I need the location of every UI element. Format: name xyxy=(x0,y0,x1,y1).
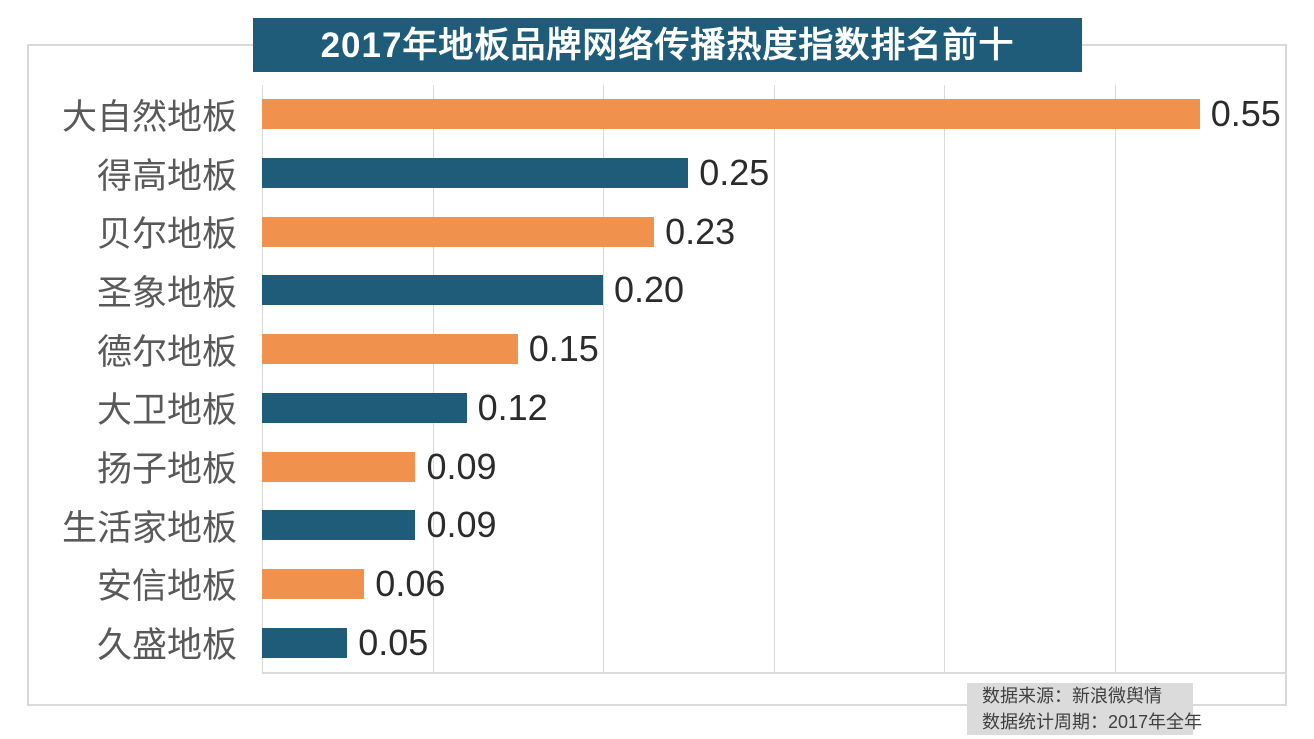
bar xyxy=(262,451,416,482)
value-label: 0.25 xyxy=(699,152,770,194)
bar-rows: 大自然地板 0.55 得高地板 0.25 贝尔地板 0.23 圣象地板 0.20… xyxy=(0,85,1314,672)
source-note: 数据来源：新浪微舆情 数据统计周期：2017年全年 xyxy=(967,683,1203,735)
value-label: 0.05 xyxy=(358,621,429,663)
value-label: 0.09 xyxy=(426,445,497,487)
plot-area xyxy=(262,85,1286,674)
bar-row: 生活家地板 0.09 xyxy=(0,496,1314,555)
bar-row: 久盛地板 0.05 xyxy=(0,613,1314,672)
gridline xyxy=(944,85,945,672)
source-line-2: 数据统计周期：2017年全年 xyxy=(982,712,1203,732)
bar xyxy=(262,216,655,247)
category-label: 大卫地板 xyxy=(96,391,237,431)
gridline xyxy=(1114,85,1116,672)
bar-zone: 0.09 xyxy=(262,496,1285,555)
gridline xyxy=(773,85,775,672)
category-label: 安信地板 xyxy=(96,567,237,607)
bar-row: 扬子地板 0.09 xyxy=(0,437,1314,496)
category-label: 生活家地板 xyxy=(61,508,237,548)
bar-zone: 0.55 xyxy=(262,85,1285,144)
bar-row: 大自然地板 0.55 xyxy=(0,85,1314,144)
category-label: 得高地板 xyxy=(96,156,237,196)
category-label: 大自然地板 xyxy=(61,97,237,137)
value-label: 0.23 xyxy=(665,210,736,252)
bar xyxy=(262,627,348,658)
gridline xyxy=(603,85,604,672)
bar xyxy=(262,99,1200,130)
value-label: 0.12 xyxy=(477,386,548,428)
value-label: 0.15 xyxy=(528,328,599,370)
gridline xyxy=(1285,85,1286,672)
bar-zone: 0.25 xyxy=(262,144,1285,203)
chart-title: 2017年地板品牌网络传播热度指数排名前十 xyxy=(253,18,1082,72)
category-label: 德尔地板 xyxy=(96,332,237,372)
value-label: 0.55 xyxy=(1210,93,1281,135)
source-line-1: 数据来源：新浪微舆情 xyxy=(982,686,1162,706)
bar-zone: 0.23 xyxy=(262,202,1285,261)
bar-row: 大卫地板 0.12 xyxy=(0,379,1314,438)
bar-zone: 0.15 xyxy=(262,320,1285,379)
bar-zone: 0.09 xyxy=(262,437,1285,496)
bar-row: 贝尔地板 0.23 xyxy=(0,202,1314,261)
value-label: 0.20 xyxy=(614,269,685,311)
bar xyxy=(262,510,416,541)
category-label: 久盛地板 xyxy=(96,626,237,666)
bar-row: 德尔地板 0.15 xyxy=(0,320,1314,379)
gridline xyxy=(432,85,434,672)
bar-zone: 0.12 xyxy=(262,379,1285,438)
bar-zone: 0.06 xyxy=(262,555,1285,614)
category-label: 贝尔地板 xyxy=(96,215,237,255)
bar-row: 安信地板 0.06 xyxy=(0,555,1314,614)
bar-row: 圣象地板 0.20 xyxy=(0,261,1314,320)
bar xyxy=(262,392,467,423)
bar xyxy=(262,568,365,599)
gridline xyxy=(262,85,263,672)
bar xyxy=(262,334,518,365)
bar-zone: 0.05 xyxy=(262,613,1285,672)
value-label: 0.09 xyxy=(426,504,497,546)
value-label: 0.06 xyxy=(375,562,446,604)
bar xyxy=(262,158,689,189)
category-label: 圣象地板 xyxy=(96,273,237,313)
bar-row: 得高地板 0.25 xyxy=(0,144,1314,203)
bar xyxy=(262,275,603,306)
category-label: 扬子地板 xyxy=(96,450,237,490)
bar-zone: 0.20 xyxy=(262,261,1285,320)
